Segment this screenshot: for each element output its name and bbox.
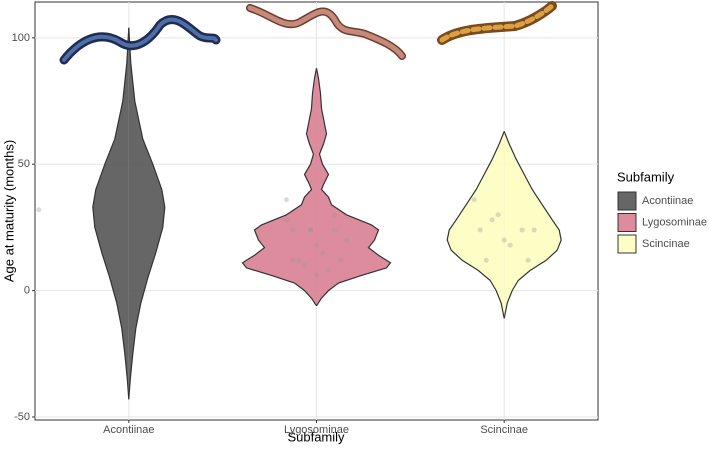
data-point [290,257,295,263]
data-point [338,257,343,263]
violin-outline [92,27,130,400]
y-tick-label: 100 [12,32,30,44]
legend-title: Subfamily [617,169,675,184]
violin-fill [92,27,129,400]
legend-label: Acontiinae [642,195,693,207]
y-tick-label: -50 [14,411,30,423]
marks [36,27,562,400]
data-point [332,227,337,233]
x-tick-label: Acontiinae [103,424,154,436]
y-tick-label: 50 [18,158,30,170]
data-point [314,272,319,278]
violin-fill [128,27,165,400]
data-point [344,237,349,243]
data-point [308,227,313,233]
data-point [320,250,325,256]
data-point [284,197,289,203]
violin-fill [504,131,562,319]
violin-outline [503,131,562,319]
x-axis-label: Subfamily [287,429,345,444]
y-tick-label: 0 [24,285,30,297]
scincinae-illustration [437,1,557,45]
legend-key [617,213,637,232]
violin-outline [128,27,166,400]
data-point [525,257,531,263]
data-point [531,227,537,233]
data-point [495,212,501,218]
data-point [519,227,525,233]
legend-label: Scincinae [642,238,690,250]
violin-outline [241,68,318,307]
data-point [483,257,489,263]
data-point [326,267,331,273]
x-tick-label: Scincinae [480,424,528,436]
data-point [489,217,495,223]
acontiinae-illustration [59,15,221,65]
lygosominae-illustration [246,4,406,60]
legend-label: Lygosominae [642,216,707,228]
data-point [507,242,513,248]
data-point [314,242,319,248]
data-point [471,197,477,203]
violin-outline [315,68,392,307]
legend-key [617,191,637,211]
y-axis-label: Age at maturity (months) [1,140,16,282]
data-point [36,207,42,213]
violin-outline [446,131,505,319]
data-point [308,227,313,233]
data-point [284,217,289,223]
violin-fill [242,68,317,306]
data-point [296,257,301,263]
x-tick-label: Lygosominae [284,424,349,436]
data-point [477,227,483,233]
violin-fill [316,68,391,306]
data-point [501,237,507,243]
data-point [302,262,307,268]
data-point [332,212,337,218]
legend-key [617,234,637,254]
violin-fill [447,131,505,319]
data-point [290,227,295,233]
